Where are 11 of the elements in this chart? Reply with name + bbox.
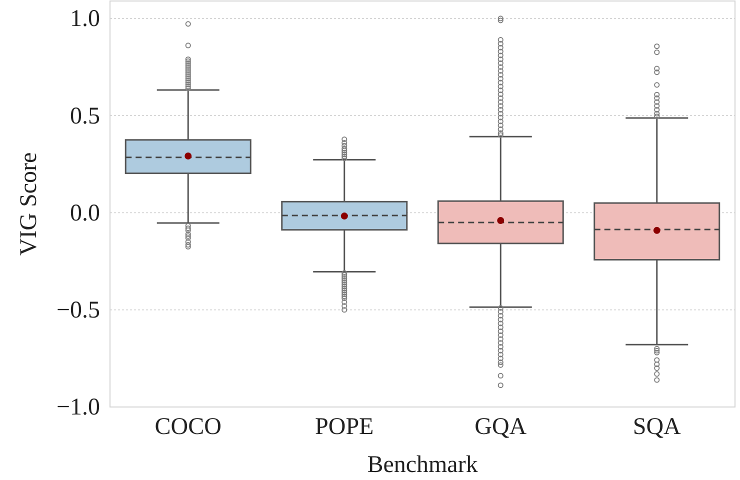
y-tick-label: 1.0 <box>70 6 100 32</box>
x-tick-label: POPE <box>315 414 374 440</box>
y-axis-title: VIG Score <box>16 152 42 256</box>
y-tick-label: −1.0 <box>56 394 100 421</box>
y-tick-label: 0.0 <box>70 200 100 226</box>
x-tick-label: SQA <box>632 414 682 440</box>
y-tick-label: 0.5 <box>70 103 100 130</box>
x-tick-label: COCO <box>154 414 222 440</box>
x-axis-title: Benchmark <box>367 452 478 478</box>
y-tick-label: −0.5 <box>56 298 100 324</box>
x-tick-label: GQA <box>474 414 528 440</box>
